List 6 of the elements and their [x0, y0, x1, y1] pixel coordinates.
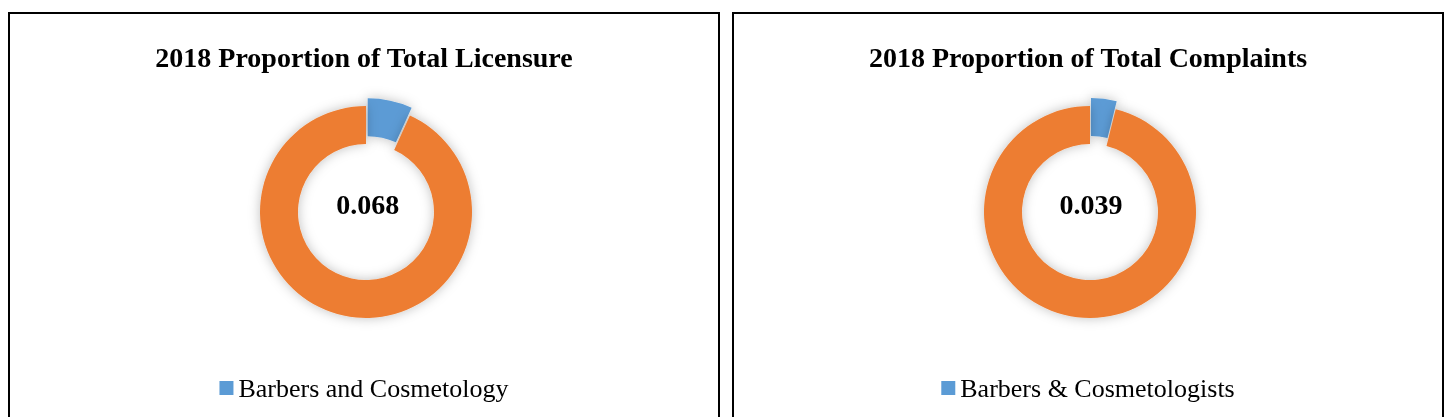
legend-label: Barbers and Cosmetology	[238, 373, 509, 403]
chart-title: 2018 Proportion of Total Licensure	[155, 41, 573, 73]
data-label: 0.039	[1059, 188, 1123, 220]
data-label: 0.068	[336, 188, 400, 220]
chart-title: 2018 Proportion of Total Complaints	[868, 41, 1308, 73]
legend-label: Barbers & Cosmetologists	[960, 373, 1235, 403]
